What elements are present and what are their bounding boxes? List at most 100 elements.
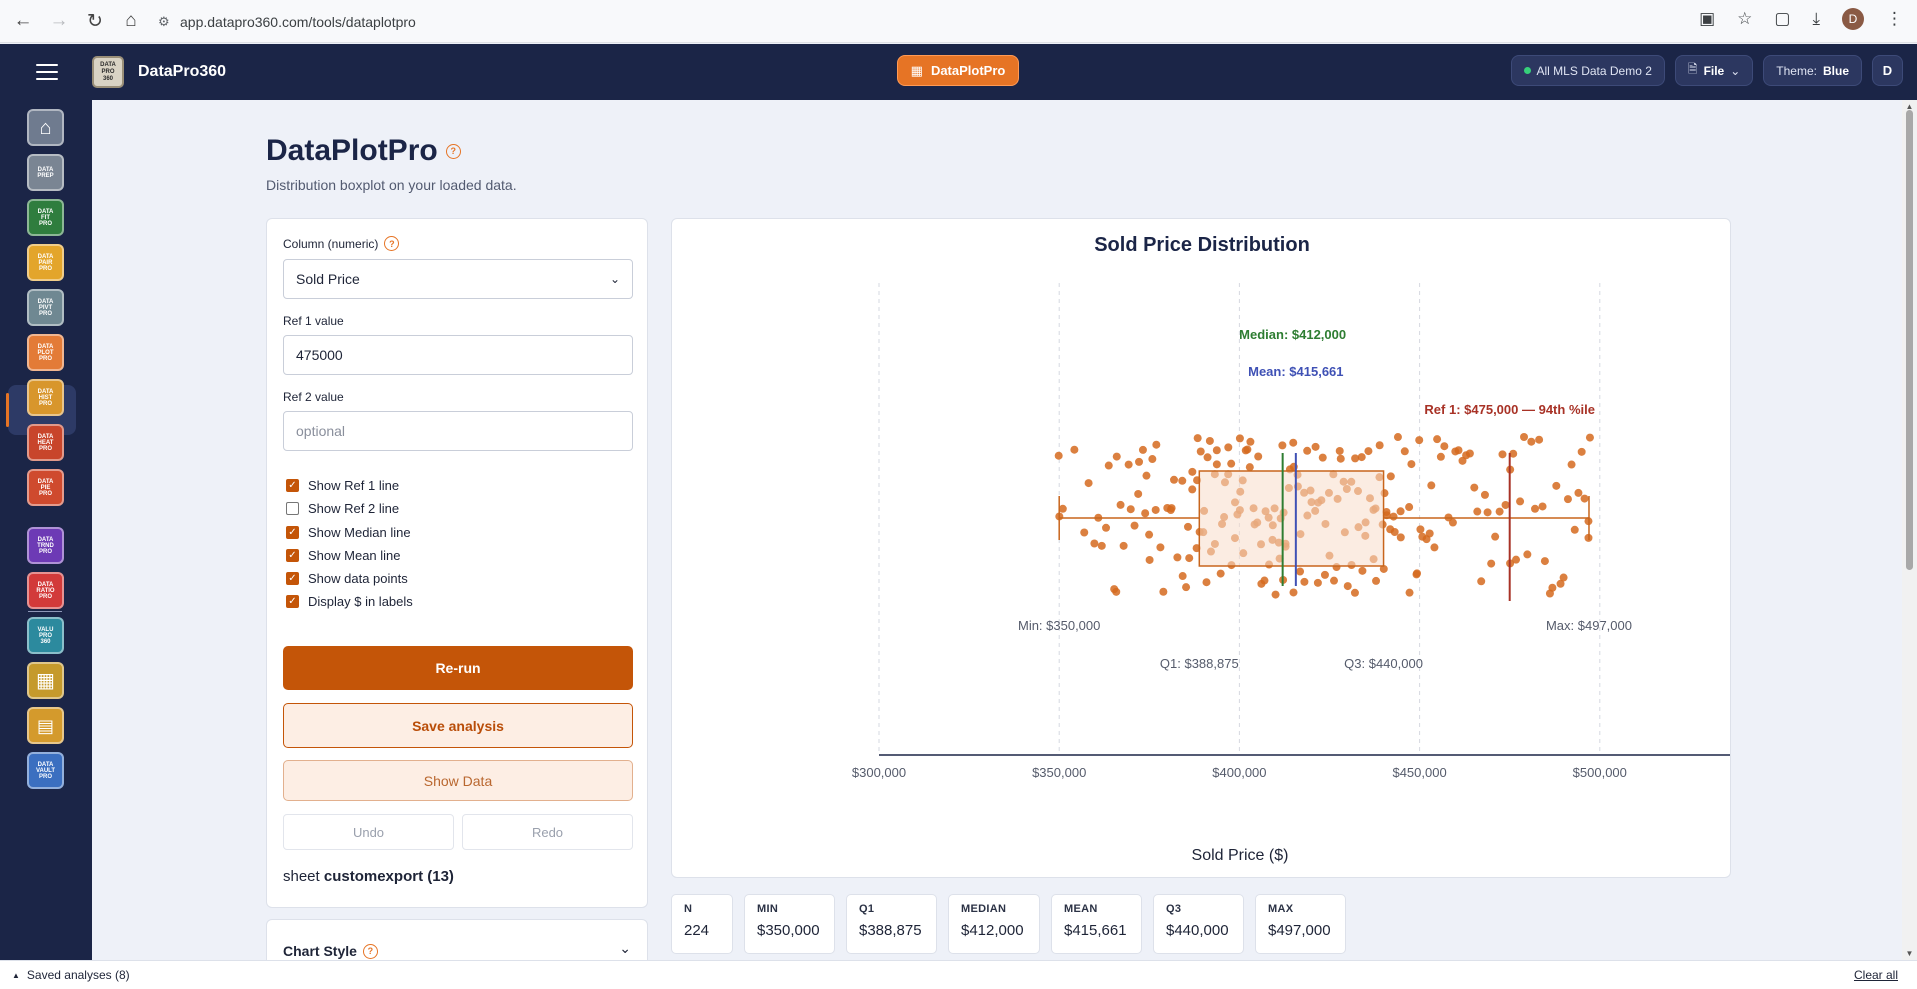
stat-label: N xyxy=(684,903,693,915)
dataset-chip[interactable]: All MLS Data Demo 2 xyxy=(1510,55,1665,86)
sidebar-item-label: DATA PAIR PRO xyxy=(37,253,54,272)
undo-button[interactable]: Undo xyxy=(283,814,454,850)
checkbox-row[interactable]: ✓ Show Ref 1 line xyxy=(286,478,399,493)
checkbox-label: Show Ref 1 line xyxy=(308,478,400,493)
checkbox-checked[interactable]: ✓ xyxy=(286,572,299,585)
sidebar-item-ratio[interactable]: DATA RATIO PRO xyxy=(27,572,64,609)
clear-all-link[interactable]: Clear all xyxy=(1853,968,1898,982)
sidebar-item-pair[interactable]: DATA PAIR PRO xyxy=(27,244,64,281)
file-menu-button[interactable]: 🗎 File ⌄ xyxy=(1674,55,1754,86)
browser-menu-icon[interactable]: ⋮ xyxy=(1886,9,1903,28)
checkbox-row[interactable]: ✓ Show Mean line xyxy=(286,548,401,563)
save-analysis-button[interactable]: Save analysis xyxy=(283,703,633,748)
help-icon[interactable]: ? xyxy=(445,143,461,159)
sidebar-item-sheet[interactable]: ▦ xyxy=(27,662,64,699)
sidebar-item-fit[interactable]: DATA FIT PRO xyxy=(27,199,64,236)
browser-profile-avatar[interactable]: D xyxy=(1842,8,1864,30)
sidebar-item-trnd[interactable]: DATA TRND PRO xyxy=(27,527,64,564)
sidebar-item-heat[interactable]: DATA HEAT PRO xyxy=(27,424,64,461)
sidebar-item-plot[interactable]: DATA PLOT PRO xyxy=(27,334,64,371)
sidebar-item-hist[interactable]: DATA HIST PRO xyxy=(27,379,64,416)
ref1-input[interactable]: 475000 xyxy=(283,335,633,375)
data-point xyxy=(1134,489,1143,498)
current-tool-pill[interactable]: ▦ DataPlotPro xyxy=(897,55,1019,86)
sidebar-item-home[interactable]: ⌂ xyxy=(27,109,64,146)
checkbox-row[interactable]: ✓ Show data points xyxy=(286,571,408,586)
hamburger-menu-icon[interactable] xyxy=(36,64,58,80)
theme-button[interactable]: Theme: Blue xyxy=(1763,55,1862,86)
data-point xyxy=(1335,446,1344,455)
scroll-down-icon[interactable]: ▼ xyxy=(1905,949,1914,958)
stat-value: $497,000 xyxy=(1268,922,1331,939)
scroll-thumb[interactable] xyxy=(1906,110,1913,570)
data-point xyxy=(1498,450,1507,459)
max-label: Max: $497,000 xyxy=(1546,618,1632,633)
stat-label: MEAN xyxy=(1064,903,1098,915)
back-arrow-icon[interactable]: ← xyxy=(13,10,33,31)
saved-analyses-toggle[interactable]: ▲ Saved analyses (8) xyxy=(12,968,130,982)
data-point xyxy=(1193,434,1202,443)
data-point xyxy=(1141,509,1150,518)
home-icon[interactable]: ⌂ xyxy=(125,10,137,31)
checkbox-row[interactable]: Show Ref 2 line xyxy=(286,501,399,516)
site-info-icon[interactable]: ⚙ xyxy=(158,13,170,29)
sheet-name: customexport (13) xyxy=(323,868,454,885)
grid-icon: ▦ xyxy=(36,669,55,692)
scroll-up-icon[interactable]: ▲ xyxy=(1905,102,1914,111)
sidebar-item-report[interactable]: ▤ xyxy=(27,707,64,744)
iqr-box xyxy=(1198,470,1385,567)
ref1-label: Ref 1: $475,000 — 94th %ile xyxy=(1424,402,1595,417)
reload-icon[interactable]: ↻ xyxy=(87,10,103,32)
rerun-button[interactable]: Re-run xyxy=(283,646,633,690)
brand-logo[interactable]: DATA PRO 360 xyxy=(92,56,124,88)
data-point xyxy=(1311,442,1320,451)
sidebar-item-valu[interactable]: VALU PRO 360 xyxy=(27,617,64,654)
sidebar-item-prep[interactable]: DATA PREP xyxy=(27,154,64,191)
data-point xyxy=(1538,502,1547,511)
column-help-icon[interactable]: ? xyxy=(384,236,400,251)
sidebar-item-label: VALU PRO 360 xyxy=(37,626,54,645)
data-point xyxy=(1135,457,1144,466)
page-scrollbar[interactable]: ▲ ▼ xyxy=(1902,100,1917,960)
data-point xyxy=(1227,459,1236,468)
checkbox-checked[interactable]: ✓ xyxy=(286,549,299,562)
stat-card-median: MEDIAN $412,000 xyxy=(948,894,1040,954)
sidebar-item-pie[interactable]: DATA PIE PRO xyxy=(27,469,64,506)
data-point xyxy=(1427,481,1436,490)
checkbox-checked[interactable]: ✓ xyxy=(286,479,299,492)
redo-button[interactable]: Redo xyxy=(462,814,633,850)
forward-arrow-icon[interactable]: → xyxy=(49,10,69,31)
extensions-icon[interactable]: ▢ xyxy=(1774,9,1791,28)
checkbox-checked[interactable]: ✓ xyxy=(286,595,299,608)
checkbox-unchecked[interactable] xyxy=(286,502,299,515)
brand-name: DataPro360 xyxy=(138,63,227,80)
install-app-icon[interactable]: ▣ xyxy=(1699,9,1716,28)
file-icon: 🗎 xyxy=(1687,62,1698,76)
bookmark-star-icon[interactable]: ☆ xyxy=(1737,9,1753,28)
downloads-icon[interactable]: ⤓ xyxy=(1812,9,1820,28)
data-point xyxy=(1178,572,1187,581)
checkbox-row[interactable]: ✓ Show Median line xyxy=(286,525,411,540)
chart-style-label: Chart Style ? xyxy=(283,943,378,959)
show-data-button[interactable]: Show Data xyxy=(283,760,633,801)
chart-style-help-icon[interactable]: ? xyxy=(362,943,378,959)
user-avatar[interactable]: D xyxy=(1872,55,1903,86)
data-point xyxy=(1203,453,1212,462)
stat-card-q3: Q3 $440,000 xyxy=(1153,894,1244,954)
stat-card-q1: Q1 $388,875 xyxy=(846,894,937,954)
address-bar[interactable]: ⚙ app.datapro360.com/tools/dataplotpro xyxy=(158,7,1738,36)
sidebar-item-vault[interactable]: DATA VAULT PRO xyxy=(27,752,64,789)
q3-label: Q3: $440,000 xyxy=(1344,656,1423,671)
checkbox-row[interactable]: ✓ Display $ in labels xyxy=(286,594,413,609)
sidebar-item-pivt[interactable]: DATA PIVT PRO xyxy=(27,289,64,326)
report-icon: ▤ xyxy=(36,715,54,736)
data-point xyxy=(1512,555,1521,564)
chevron-down-icon: ⌄ xyxy=(1730,63,1741,78)
ref2-input[interactable]: optional xyxy=(283,411,633,451)
checkbox-checked[interactable]: ✓ xyxy=(286,526,299,539)
chevron-down-icon[interactable]: ⌄ xyxy=(619,940,631,956)
column-select[interactable]: Sold Price ⌄ xyxy=(283,259,633,299)
data-point xyxy=(1330,576,1338,585)
data-point xyxy=(1520,433,1529,442)
file-label: File xyxy=(1703,63,1725,78)
